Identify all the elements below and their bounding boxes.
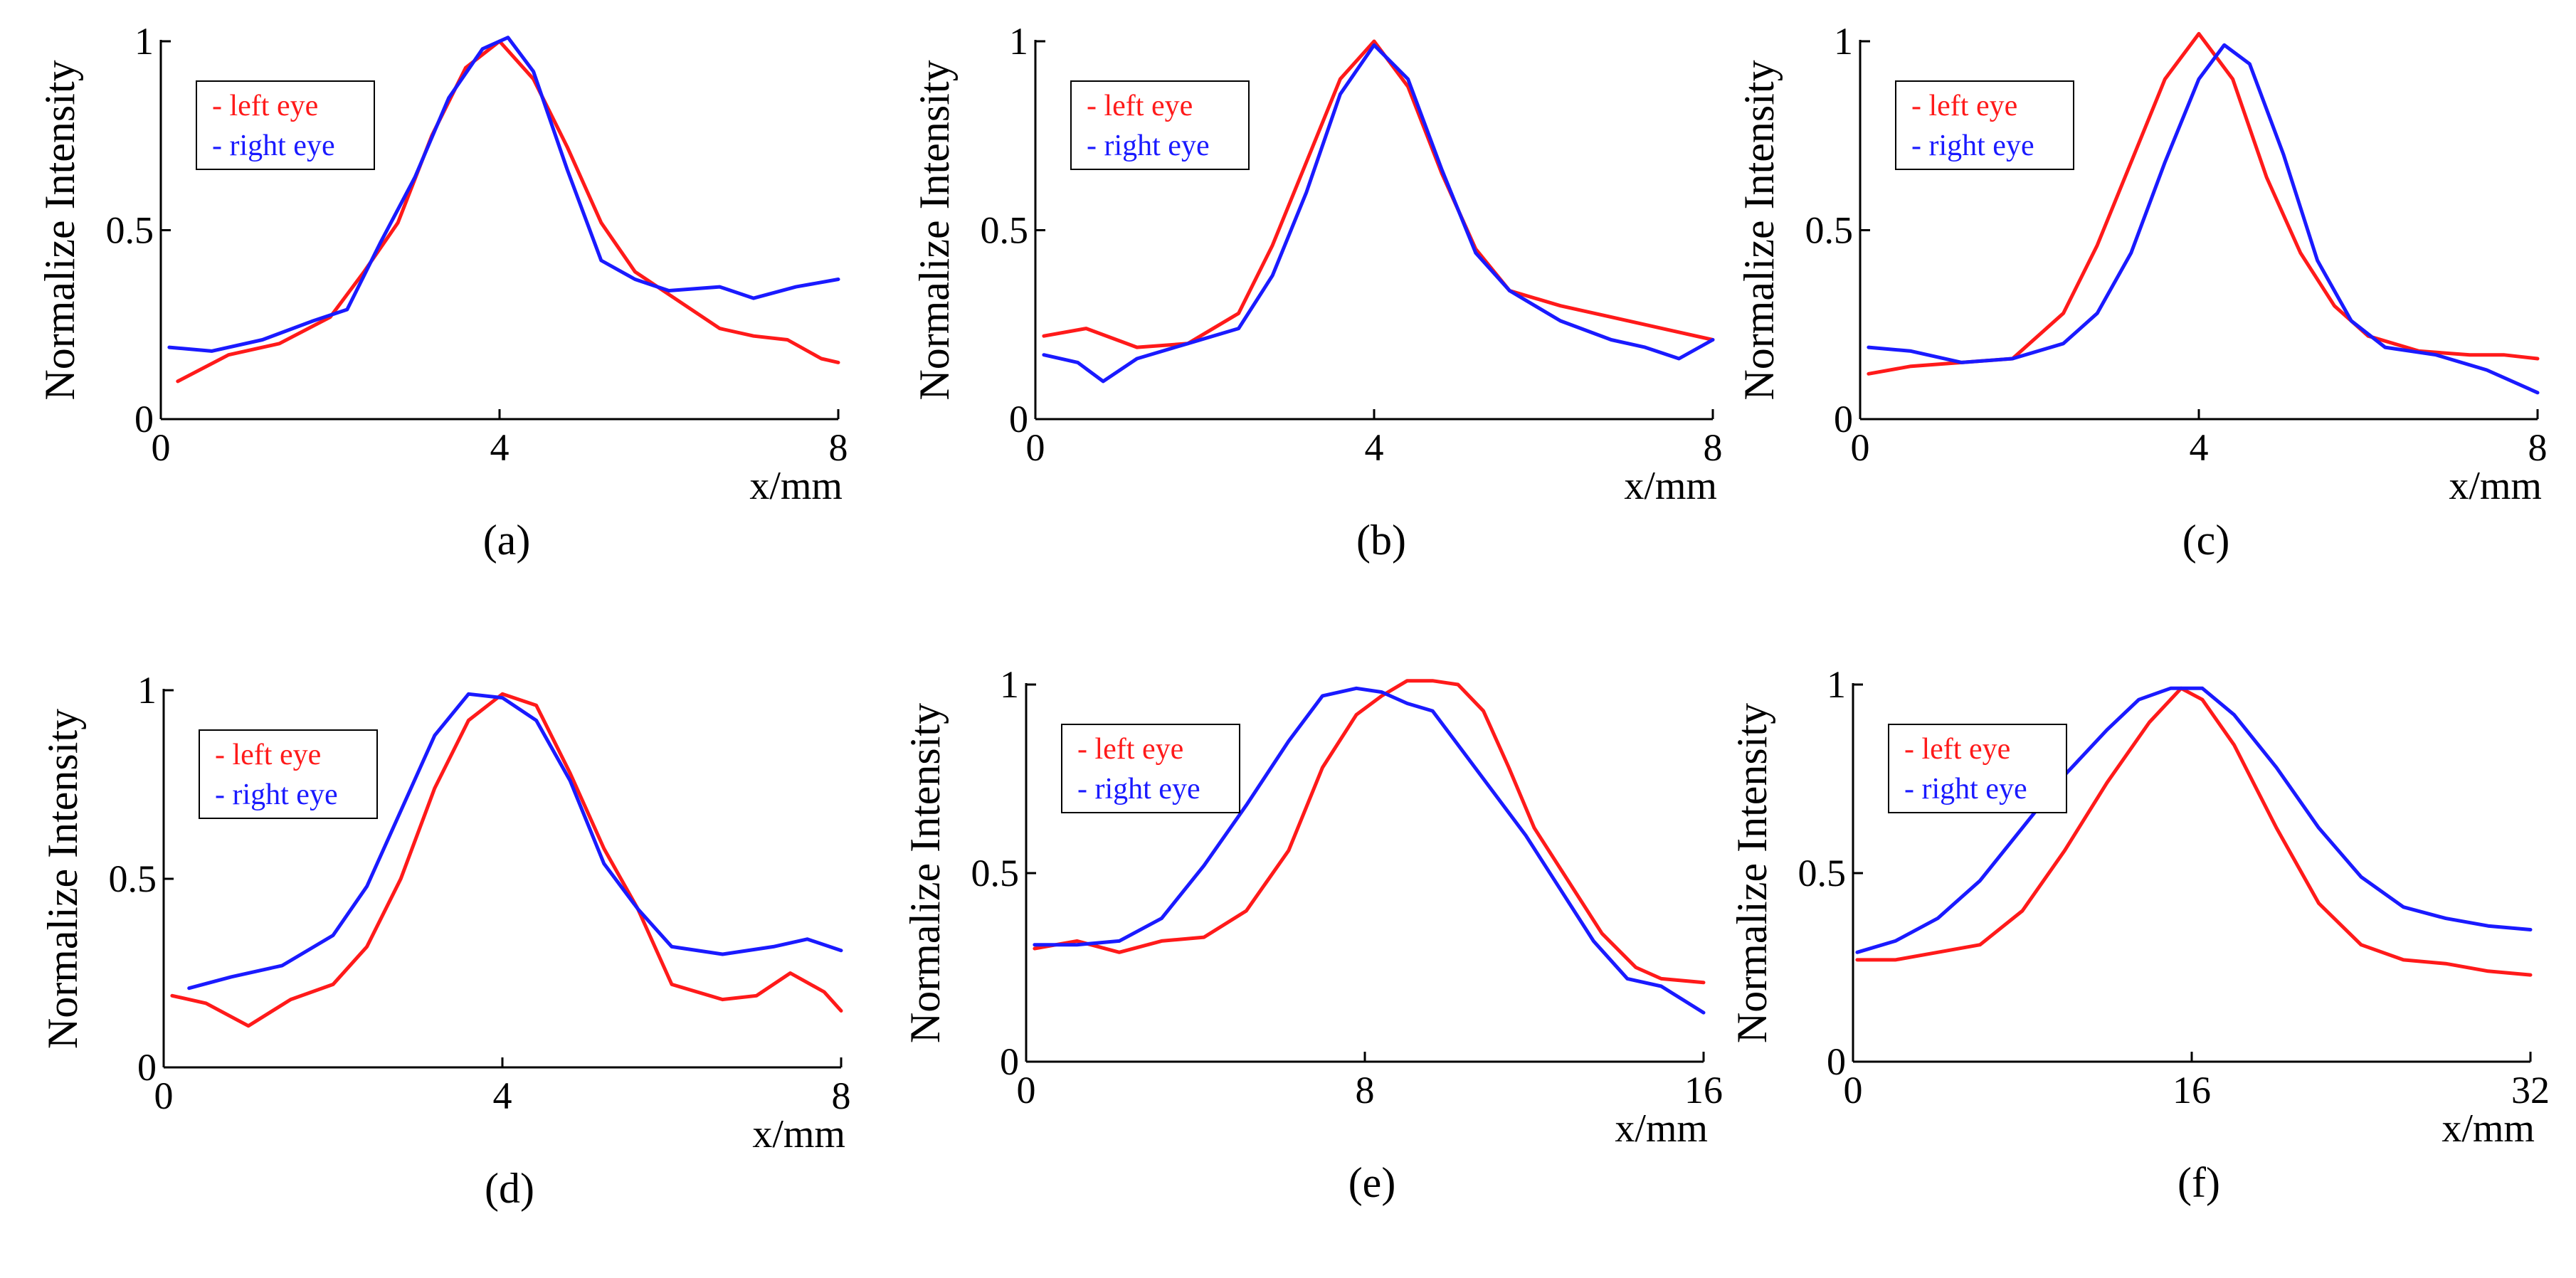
right-eye-line	[1855, 686, 2533, 954]
legend-left-eye: - left eye	[1904, 733, 2010, 766]
left-eye-line	[176, 39, 840, 384]
legend-right-eye: - right eye	[212, 130, 335, 162]
y-tick-label: 0	[1000, 1040, 1019, 1083]
x-tick-label: 0	[1017, 1069, 1036, 1111]
y-tick-label: 0.5	[106, 209, 154, 252]
panel-e: 0 8 16 0 0.5 1 Normalize Intensity x/mm - left e…	[902, 663, 1723, 1206]
y-tick-label: 0	[134, 398, 154, 440]
x-tick-label: 8	[1356, 1069, 1375, 1111]
x-tick-label: 0	[1026, 426, 1045, 469]
x-tick-label: 8	[2528, 426, 2548, 469]
x-tick-label: 8	[832, 1074, 851, 1117]
legend-box	[1888, 724, 2067, 813]
x-axis-label: x/mm	[2449, 464, 2542, 508]
legend-right-eye: - right eye	[1087, 130, 1210, 162]
y-axis-label: Normalize Intensity	[911, 60, 958, 400]
legend-left-eye: - left eye	[212, 90, 318, 122]
right-eye-line	[1867, 43, 2540, 395]
y-tick-label: 1	[1009, 20, 1028, 63]
legend-right-eye: - right eye	[1904, 773, 2027, 806]
legend-left-eye: - left eye	[215, 739, 321, 771]
legend-box	[196, 80, 375, 170]
x-tick-label: 0	[154, 1074, 174, 1117]
panel-label: (c)	[2182, 517, 2230, 564]
left-eye-line	[1855, 686, 2533, 977]
panel-c: 0 4 8 0 0.5 1 Normalize Intensity x/mm - left ey…	[1736, 20, 2548, 564]
y-tick-label: 1	[1827, 663, 1846, 706]
x-axis-label: x/mm	[1615, 1107, 1708, 1151]
legend-box	[199, 729, 378, 819]
x-axis-label: x/mm	[2442, 1107, 2535, 1151]
legend-box	[1061, 724, 1240, 813]
panel-b: 0 4 8 0 0.5 1 Normalize Intensity x/mm - left ey…	[911, 20, 1723, 564]
y-axis-label: Normalize Intensity	[39, 709, 86, 1049]
x-tick-label: 0	[152, 426, 171, 469]
legend-left-eye: - left eye	[1077, 733, 1183, 766]
x-tick-label: 16	[2173, 1069, 2211, 1111]
y-tick-label: 0.5	[1805, 209, 1854, 252]
y-tick-label: 0.5	[971, 852, 1020, 894]
x-tick-label: 16	[1684, 1069, 1723, 1111]
x-tick-label: 32	[2511, 1069, 2550, 1111]
y-axis-label: Normalize Intensity	[1736, 60, 1783, 400]
legend-right-eye: - right eye	[1911, 130, 2034, 162]
x-axis-label: x/mm	[752, 1112, 845, 1156]
y-tick-label: 0	[1827, 1040, 1846, 1083]
x-tick-label: 0	[1851, 426, 1870, 469]
x-axis-label: x/mm	[1624, 464, 1717, 508]
panel-a: 0 4 8 0 0.5 1 Normalize Intensity x/mm - left ey…	[36, 20, 848, 564]
x-tick-label: 4	[2190, 426, 2209, 469]
panel-label: (f)	[2178, 1159, 2220, 1206]
left-eye-line	[1033, 679, 1706, 985]
x-tick-label: 8	[829, 426, 848, 469]
y-axis-label: Normalize Intensity	[902, 703, 949, 1043]
legend-left-eye: - left eye	[1911, 90, 2017, 122]
x-tick-label: 0	[1844, 1069, 1863, 1111]
legend-box	[1070, 80, 1250, 170]
panel-label: (d)	[485, 1165, 534, 1212]
panel-d: 0 4 8 0 0.5 1 Normalize Intensity x/mm - left ey…	[39, 669, 851, 1212]
panel-label: (b)	[1356, 517, 1406, 564]
y-tick-label: 0	[1834, 398, 1853, 440]
y-axis-label: Normalize Intensity	[36, 60, 83, 400]
panel-f: 0 16 32 0 0.5 1 Normalize Intensity x/mm - left …	[1728, 663, 2550, 1206]
y-tick-label: 0	[137, 1046, 157, 1089]
y-tick-label: 0.5	[109, 857, 157, 900]
panel-label: (a)	[483, 517, 531, 564]
left-eye-line	[1042, 39, 1715, 349]
x-tick-label: 8	[1704, 426, 1723, 469]
x-tick-label: 4	[1365, 426, 1384, 469]
legend-right-eye: - right eye	[1077, 773, 1200, 806]
y-tick-label: 1	[1834, 20, 1853, 63]
y-tick-label: 0	[1009, 398, 1028, 440]
right-eye-line	[187, 692, 843, 991]
panel-label: (e)	[1348, 1159, 1396, 1206]
y-tick-label: 1	[134, 20, 154, 63]
y-axis-label: Normalize Intensity	[1728, 703, 1775, 1043]
legend-box	[1895, 80, 2074, 170]
left-eye-line	[170, 692, 843, 1028]
y-tick-label: 0.5	[981, 209, 1029, 252]
x-axis-label: x/mm	[749, 464, 843, 508]
right-eye-line	[167, 36, 840, 353]
x-tick-label: 4	[490, 426, 510, 469]
legend-left-eye: - left eye	[1087, 90, 1193, 122]
x-tick-label: 4	[493, 1074, 512, 1117]
y-tick-label: 1	[1000, 663, 1019, 706]
right-eye-line	[1033, 686, 1706, 1015]
y-tick-label: 0.5	[1798, 852, 1847, 894]
right-eye-line	[1042, 43, 1715, 384]
y-tick-label: 1	[137, 669, 157, 712]
legend-right-eye: - right eye	[215, 778, 338, 811]
